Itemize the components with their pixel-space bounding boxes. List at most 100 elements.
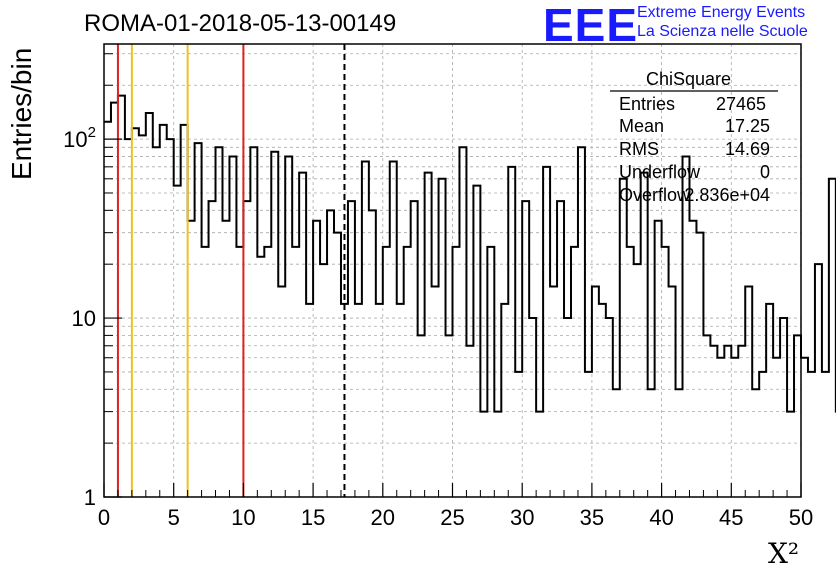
histogram-bar [153,147,160,497]
histogram-bar [250,147,257,497]
histogram-bar [710,346,717,497]
histogram-bar [829,179,836,497]
histogram-bar [334,233,341,497]
chart-title: ROMA-01-2018-05-13-00149 [84,10,397,37]
x-tick-label: 40 [649,505,673,530]
stat-overflow-label: Overflow [619,185,691,205]
stat-overflow-value: 2.836e+04 [684,185,770,205]
histogram-bar [773,358,780,497]
x-tick-label: 35 [580,505,604,530]
histogram-bar [257,257,264,497]
x-tick-label: 50 [789,505,813,530]
histogram-bar [578,147,585,497]
stat-underflow-label: Underflow [619,162,701,182]
histogram-bar [787,412,794,497]
histogram-bar [222,221,229,497]
histogram-bar [822,372,829,497]
x-tick-label: 20 [371,505,395,530]
reference-lines [116,44,346,497]
x-axis-label: X² [768,537,800,570]
histogram-bar [529,318,536,497]
histogram-bar [606,318,613,497]
histogram-bar [557,201,564,497]
histogram-bar [689,221,696,497]
histogram-bar [655,221,662,497]
stat-mean-value: 17.25 [724,116,770,136]
y-tick-label: 10 [72,306,96,331]
x-tick-label: 0 [98,505,110,530]
x-tick-label: 30 [510,505,534,530]
histogram-bar [146,113,153,497]
histogram-bar [181,125,188,497]
histogram-bar [466,346,473,497]
histogram-bar [188,221,195,497]
histogram-bar [118,96,125,497]
histogram-bar [620,179,627,497]
histogram-bar [794,335,801,497]
logo-subtitle-line2: La Scienza nelle Scuole [637,23,808,40]
histogram-bar [327,210,334,497]
histogram-bar [425,173,432,497]
histogram-bar [815,264,822,497]
histogram-bar [515,372,522,497]
stats-title: ChiSquare [646,69,732,89]
y-axis-label: Entries/bin [6,47,37,180]
histogram-bar [299,173,306,497]
histogram-bar [501,304,508,497]
histogram-bar [160,125,167,497]
histogram-bar [418,335,425,497]
histogram-bar [696,233,703,497]
histogram-bar [355,304,362,497]
x-axis-ticks: 0 5 10 15 20 25 30 35 40 45 50 [98,483,813,530]
histogram-bar [446,335,453,497]
histogram-outline [104,94,836,413]
histogram-bar [306,304,313,497]
histogram-bar [683,156,690,497]
histogram-bar [703,335,710,497]
stat-rms-label: RMS [619,139,659,159]
histogram-bar [111,103,118,497]
histogram-bar [209,201,216,497]
histogram-bar [216,147,223,497]
stat-underflow-value: 0 [759,162,770,182]
histogram-bar [348,201,355,497]
histogram-bar [320,264,327,497]
histogram-bar [362,161,369,497]
x-tick-label: 45 [719,505,743,530]
stat-entries-label: Entries [619,94,676,114]
histogram-bar [508,167,515,497]
histogram-bar [766,304,773,497]
histogram-bar [494,412,501,497]
histogram-bar [459,147,466,497]
y-axis-ticks: 1 10 102 [63,53,122,510]
histogram-bar [724,346,731,497]
histogram-bar [717,358,724,497]
histogram-bar [271,152,278,497]
histogram-bar [397,304,404,497]
histogram-bar [641,173,648,497]
histogram-bar [132,128,139,497]
histogram-bar [411,201,418,497]
eee-logo: EEE [543,0,639,51]
histogram-bar [599,304,606,497]
x-tick-label: 15 [301,505,325,530]
histogram-bar [195,143,202,497]
histogram-bar [808,372,815,497]
histogram-bar [731,358,738,497]
histogram-bar [738,346,745,497]
stat-rms-value: 14.69 [724,139,770,159]
stat-mean-label: Mean [619,116,665,136]
histogram-bars [104,94,836,497]
stat-entries-value: 27465 [715,94,766,114]
histogram-bar [522,201,529,497]
histogram-bar [439,179,446,497]
histogram-bar [243,201,250,497]
histogram-bar [536,412,543,497]
x-tick-label: 5 [168,505,180,530]
histogram-bar [104,122,111,497]
histogram-bar [634,264,641,497]
logo-subtitle-line1: Extreme Energy Events [637,4,806,21]
histogram-bar [801,358,808,497]
histogram-bar [759,372,766,497]
histogram-bar [543,167,550,497]
